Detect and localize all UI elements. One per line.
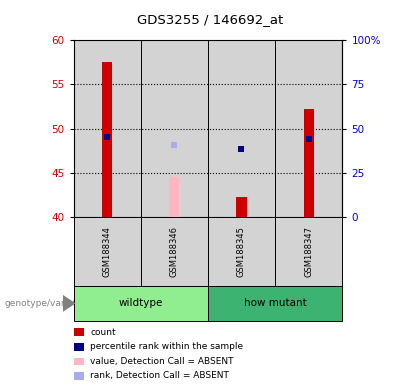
Text: wildtype: wildtype — [118, 298, 163, 308]
Bar — [141, 40, 208, 217]
Text: GSM188346: GSM188346 — [170, 226, 179, 277]
Bar — [169, 177, 179, 217]
Text: rank, Detection Call = ABSENT: rank, Detection Call = ABSENT — [90, 371, 229, 381]
Bar — [102, 62, 112, 217]
Bar — [304, 109, 314, 217]
Text: percentile rank within the sample: percentile rank within the sample — [90, 342, 244, 351]
Text: GSM188345: GSM188345 — [237, 226, 246, 277]
Text: value, Detection Call = ABSENT: value, Detection Call = ABSENT — [90, 357, 234, 366]
Bar — [275, 40, 342, 217]
Text: GSM188344: GSM188344 — [102, 226, 112, 277]
Text: count: count — [90, 328, 116, 337]
Text: GSM188347: GSM188347 — [304, 226, 313, 277]
Bar — [74, 40, 141, 217]
Text: how mutant: how mutant — [244, 298, 307, 308]
Bar — [236, 197, 247, 217]
Text: genotype/variation: genotype/variation — [4, 299, 90, 308]
Text: GDS3255 / 146692_at: GDS3255 / 146692_at — [137, 13, 283, 26]
Bar — [208, 40, 275, 217]
